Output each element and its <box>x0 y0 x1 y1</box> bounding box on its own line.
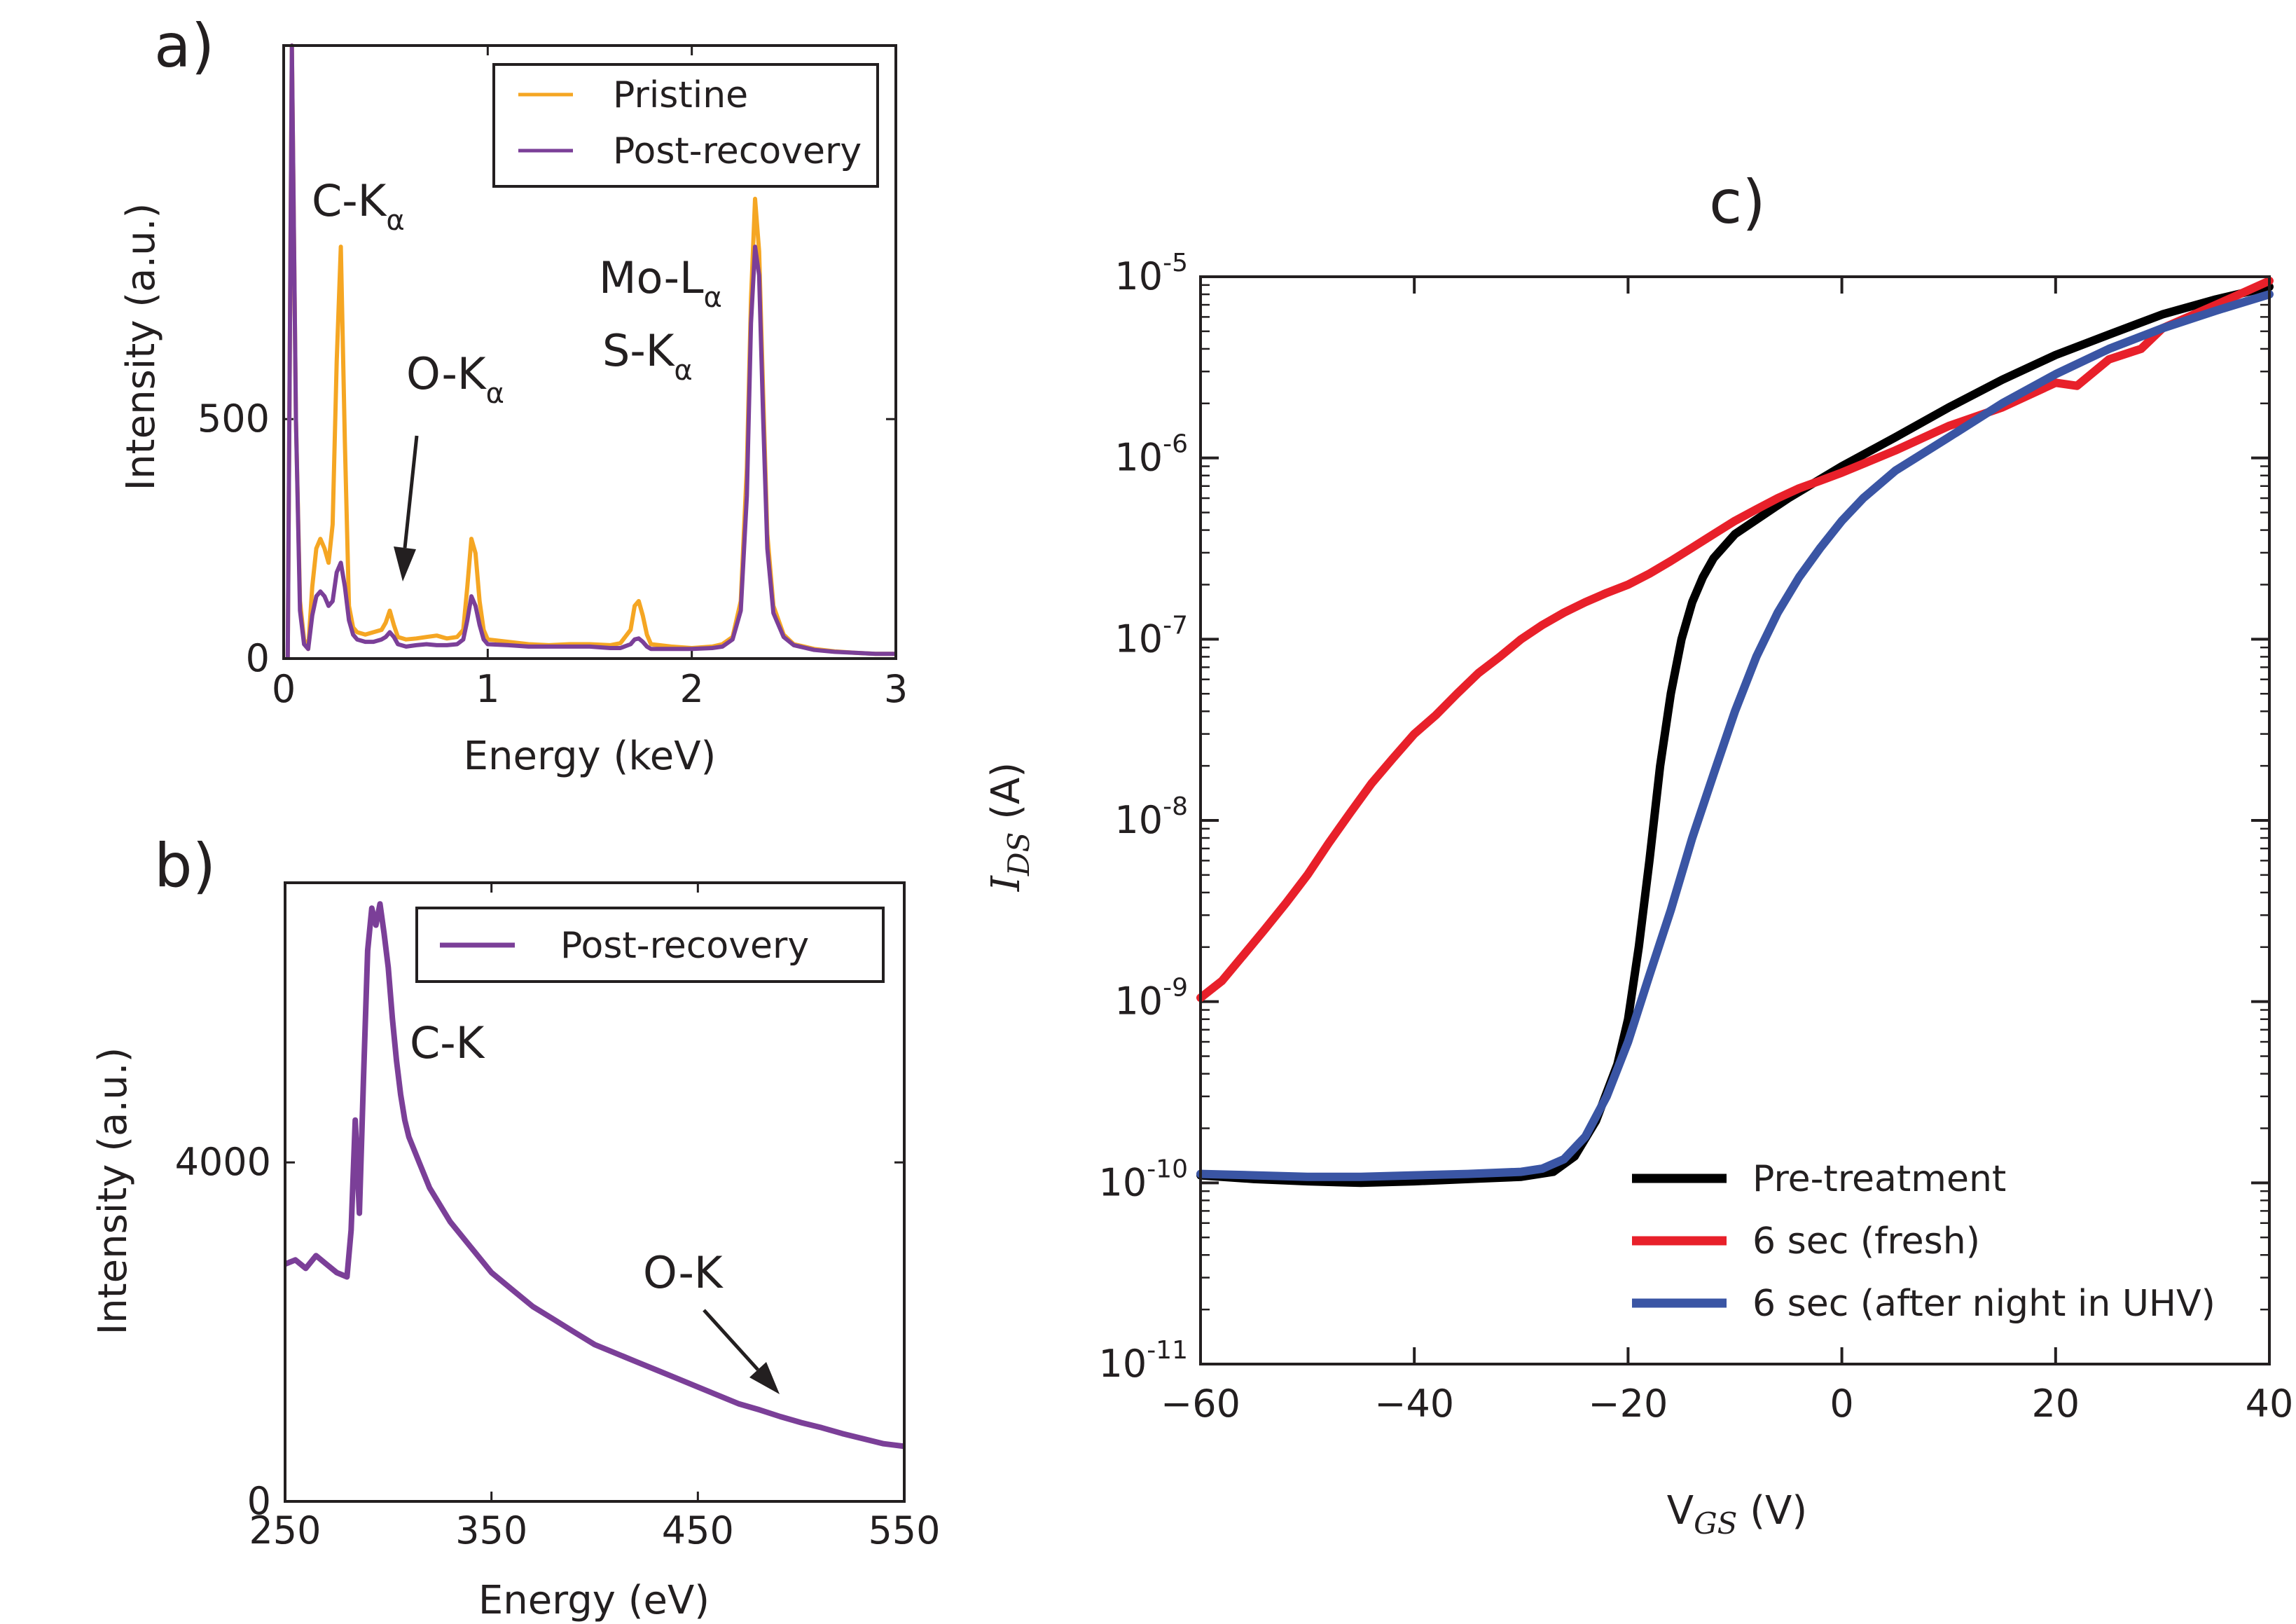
panel-a-annotation-c: C-Kα <box>312 175 405 237</box>
panel-a-xtick-label: 2 <box>679 667 703 711</box>
panel-c-xtick-label: 20 <box>2031 1382 2080 1426</box>
panel-b-xtick-label: 350 <box>455 1508 527 1553</box>
panel-c-legend: Pre-treatment 6 sec (fresh) 6 sec (after… <box>1632 1158 2215 1325</box>
panel-a-legend: Pristine Post-recovery <box>492 63 879 188</box>
panel-a-xtick-label: 3 <box>884 667 908 711</box>
panel-b-ytick-label: 4000 <box>175 1140 271 1184</box>
panel-c-xlabel: VGS (V) <box>1667 1488 1807 1541</box>
panel-a-annotation-s: S-Kα <box>602 325 693 387</box>
panel-a-ticks: 0 1 2 3 0 500 <box>198 46 908 711</box>
panel-b: b) Intensity (a.u.) Energy (eV) 250 350 45… <box>90 831 941 1623</box>
legend-label-fresh: 6 sec (fresh) <box>1752 1220 1980 1262</box>
panel-a-annotation-mo: Mo-Lα <box>599 252 722 314</box>
panel-b-series <box>284 901 905 1450</box>
panel-b-arrow <box>703 1309 780 1394</box>
panel-c-ticks: −60 −40 −20 0 20 40 10-11 10-10 10-9 10-8 10-7 10-6… <box>1098 249 2293 1426</box>
panel-c-xtick-label: −20 <box>1588 1382 1668 1426</box>
panel-b-legend: Post-recovery <box>415 907 885 983</box>
panel-c-ytick-label: 10-7 <box>1114 611 1188 661</box>
panel-b-xtick-label: 450 <box>662 1508 734 1553</box>
panel-b-ytick-label: 0 <box>247 1479 271 1523</box>
legend-label-b-post-recovery: Post-recovery <box>560 925 809 967</box>
panel-a-xtick-label: 1 <box>476 667 499 711</box>
panel-c-ylabel: IDS (A) <box>983 762 1036 892</box>
legend-label-after-night: 6 sec (after night in UHV) <box>1752 1283 2215 1325</box>
panel-c-xtick-label: −60 <box>1161 1382 1240 1426</box>
panel-a-series <box>285 43 896 659</box>
panel-a: a) Intensity (a.u.) Energy (keV) 0 1 2 3 0 50… <box>118 11 908 779</box>
panel-c-label: c) <box>1709 167 1766 238</box>
panel-a-xlabel: Energy (keV) <box>464 734 717 779</box>
panel-b-annotation-ck: C-K <box>410 1017 485 1068</box>
panel-c-series <box>1196 276 2274 1188</box>
panel-a-xtick-label: 0 <box>272 667 296 711</box>
panel-a-series-post-recovery <box>285 43 896 659</box>
panel-b-label: b) <box>154 831 216 901</box>
panel-c-xtick-label: 0 <box>1830 1382 1853 1426</box>
panel-a-frame <box>282 44 897 660</box>
panel-c-xtick-label: −40 <box>1374 1382 1454 1426</box>
panel-b-xtick-label: 250 <box>249 1508 321 1553</box>
legend-label-post-recovery: Post-recovery <box>613 130 862 172</box>
panel-c-ytick-label: 10-9 <box>1114 974 1188 1024</box>
panel-b-xlabel: Energy (eV) <box>478 1578 710 1623</box>
panel-c: c) IDS (A) VGS (V) −60 −40 −20 0 20 40 10-11 10… <box>983 167 2293 1541</box>
panel-a-annotation-o: O-Kα <box>406 348 504 410</box>
panel-b-series-post-recovery <box>284 901 905 1450</box>
panel-c-ytick-label: 10-10 <box>1098 1155 1188 1204</box>
legend-label-pristine: Pristine <box>613 74 748 116</box>
panel-a-label: a) <box>154 11 214 81</box>
panel-c-series-fresh <box>1196 276 2274 1003</box>
panel-a-arrow <box>394 435 419 582</box>
panel-a-ytick-label: 500 <box>198 397 270 441</box>
panel-c-frame <box>1199 275 2271 1365</box>
panel-b-xtick-label: 550 <box>868 1508 940 1553</box>
panel-a-ylabel: Intensity (a.u.) <box>118 203 164 491</box>
panel-b-ylabel: Intensity (a.u.) <box>90 1047 136 1335</box>
panel-b-ticks: 250 350 450 550 0 4000 <box>175 883 941 1553</box>
panel-c-ytick-label: 10-5 <box>1114 249 1188 298</box>
panel-a-legend-box <box>492 63 879 188</box>
panel-c-series-after-night <box>1196 290 2274 1181</box>
panel-b-frame <box>284 881 906 1503</box>
panel-c-ytick-label: 10-8 <box>1114 792 1188 842</box>
panel-a-ytick-label: 0 <box>246 636 270 680</box>
panel-c-ytick-label: 10-11 <box>1098 1336 1188 1386</box>
legend-label-pre-treatment: Pre-treatment <box>1752 1158 2006 1200</box>
panel-c-ytick-label: 10-6 <box>1114 430 1188 480</box>
panel-c-xtick-label: 40 <box>2246 1382 2294 1426</box>
panel-c-series-pre-treatment <box>1196 282 2274 1188</box>
panel-b-annotation-ok: O-K <box>643 1247 724 1298</box>
